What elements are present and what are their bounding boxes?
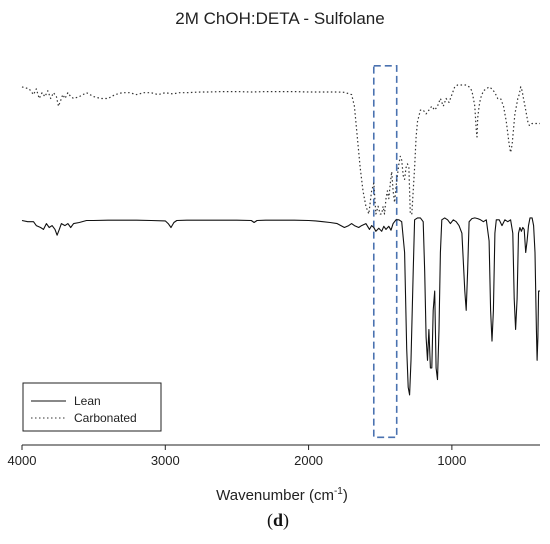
legend-label-lean: Lean xyxy=(74,394,101,408)
x-axis-label: Wavenumber (cm-1) xyxy=(216,486,348,504)
legend: Lean Carbonated xyxy=(22,382,162,432)
panel-label-close: ) xyxy=(283,510,289,531)
x-tick-label-4000: 4000 xyxy=(8,453,37,468)
panel-label-letter: d xyxy=(273,510,283,530)
series-line-carbonated xyxy=(21,84,540,215)
chart-title: 2M ChOH:DETA - Sulfolane xyxy=(175,9,384,28)
series-group xyxy=(21,84,540,396)
x-axis-label-close: ) xyxy=(343,487,348,504)
legend-box xyxy=(22,382,162,432)
panel-label: (d) xyxy=(267,510,289,531)
series-line-lean xyxy=(21,217,540,396)
x-axis-ticks: 4000 3000 2000 1000 xyxy=(8,445,466,468)
x-tick-label-1000: 1000 xyxy=(437,453,466,468)
legend-label-carbonated: Carbonated xyxy=(74,411,137,425)
highlight-region-box xyxy=(372,64,398,439)
x-axis-label-text: Wavenumber (cm xyxy=(216,487,334,504)
panel-label-open: ( xyxy=(267,510,273,531)
x-tick-label-2000: 2000 xyxy=(294,453,323,468)
plot-area: 4000 3000 2000 1000 xyxy=(8,64,540,468)
x-tick-label-3000: 3000 xyxy=(151,453,180,468)
x-axis-label-superscript: -1 xyxy=(334,486,343,497)
